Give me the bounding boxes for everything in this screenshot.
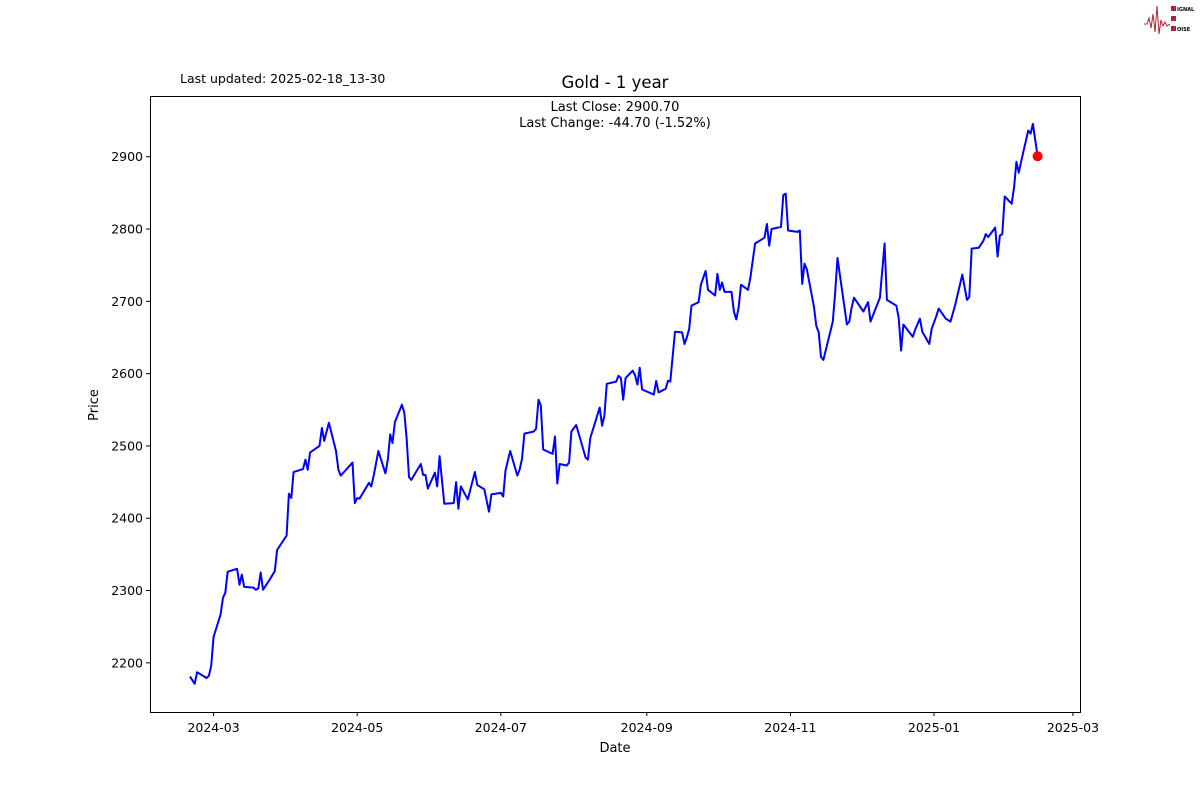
y-tick-label: 2800 <box>111 222 143 237</box>
x-axis-label: Date <box>599 741 630 756</box>
signal-2-noise-logo: IGNAL OISE <box>1144 5 1195 35</box>
svg-text:IGNAL: IGNAL <box>1177 7 1195 13</box>
x-tick-label: 2024-03 <box>187 720 239 735</box>
x-tick-label: 2024-07 <box>475 720 527 735</box>
price-line <box>189 122 1039 685</box>
plot-frame <box>150 96 1081 713</box>
annotation-last-change: Last Change: -44.70 (-1.52%) <box>519 116 711 131</box>
y-tick-label: 2200 <box>111 655 143 670</box>
y-axis-label: Price <box>87 389 102 421</box>
x-tick-label: 2024-09 <box>621 720 673 735</box>
x-tick-label: 2025-03 <box>1047 720 1099 735</box>
x-tick-label: 2025-01 <box>908 720 960 735</box>
last-close-marker <box>1032 151 1043 162</box>
y-tick-label: 2500 <box>111 438 143 453</box>
annotation-last-close: Last Close: 2900.70 <box>551 100 680 115</box>
y-tick-label: 2900 <box>111 149 143 164</box>
y-tick-label: 2300 <box>111 583 143 598</box>
x-tick-label: 2024-05 <box>331 720 383 735</box>
svg-text:OISE: OISE <box>1177 27 1191 33</box>
x-tick-label: 2024-11 <box>764 720 816 735</box>
last-updated-label: Last updated: 2025-02-18_13-30 <box>180 71 385 86</box>
y-tick-label: 2700 <box>111 294 143 309</box>
y-tick-label: 2400 <box>111 511 143 526</box>
y-tick-label: 2600 <box>111 366 143 381</box>
chart-title: Gold - 1 year <box>562 73 669 92</box>
